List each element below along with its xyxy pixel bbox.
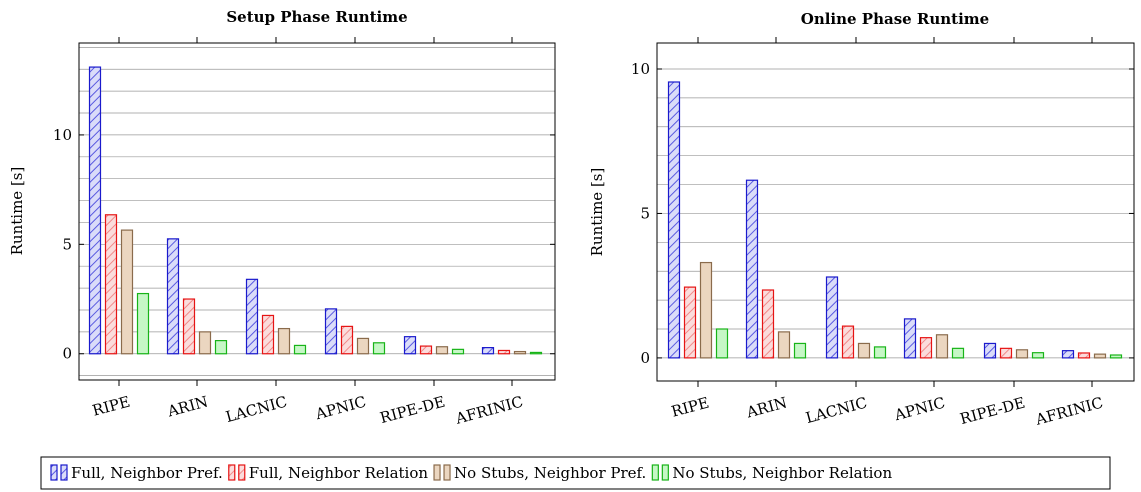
bar-no-stubs-neighbor-pref-ripe-de xyxy=(435,346,449,355)
bar-no-stubs-neighbor-relation-apnic xyxy=(951,347,965,359)
plot-frame-online xyxy=(656,42,1135,382)
y-tick-label: 10 xyxy=(631,60,650,78)
bar-no-stubs-neighbor-pref-arin xyxy=(198,331,212,355)
bar-no-stubs-neighbor-pref-arin xyxy=(777,331,791,359)
y-tick-label: 10 xyxy=(53,126,72,144)
grid-lines-setup xyxy=(79,47,555,376)
bar-full-neighbor-relation-apnic xyxy=(919,337,933,359)
bar-full-neighbor-relation-arin xyxy=(182,298,196,355)
bar-no-stubs-neighbor-relation-arin xyxy=(214,340,228,355)
y-axis-label-online: Runtime [s] xyxy=(588,168,606,257)
bar-no-stubs-neighbor-relation-ripe-de xyxy=(1031,352,1045,359)
bar-full-neighbor-pref-ripe xyxy=(88,66,102,355)
category-label-afrinic: AFRINIC xyxy=(453,392,525,428)
category-label-ripe: RIPE xyxy=(90,392,132,419)
setup-phase-chart: Setup Phase Runtime 0 5 10 RIPE ARIN LACNIC A… xyxy=(8,8,556,428)
bar-no-stubs-neighbor-pref-ripe xyxy=(120,229,134,355)
category-label-arin: ARIN xyxy=(744,393,789,421)
y-tick-label: 5 xyxy=(640,204,650,222)
legend-label-no-stubs-neighbor-relation: No Stubs, Neighbor Relation xyxy=(672,464,892,482)
bar-full-neighbor-relation-ripe-de xyxy=(999,347,1013,359)
bar-full-neighbor-pref-apnic xyxy=(324,308,338,355)
bar-no-stubs-neighbor-relation-ripe xyxy=(136,292,150,355)
category-label-ripe-de: RIPE-DE xyxy=(958,393,1027,428)
bar-full-neighbor-relation-ripe-de xyxy=(419,345,433,355)
legend-swatch-full-neighbor-relation xyxy=(238,464,246,481)
bar-no-stubs-neighbor-relation-lacnic xyxy=(873,346,887,359)
bar-no-stubs-neighbor-pref-ripe xyxy=(699,261,713,359)
bar-no-stubs-neighbor-pref-ripe-de xyxy=(1015,349,1029,359)
bar-full-neighbor-pref-ripe xyxy=(667,81,681,359)
bar-full-neighbor-pref-arin xyxy=(745,179,759,359)
legend-label-no-stubs-neighbor-pref: No Stubs, Neighbor Pref. xyxy=(454,464,646,482)
bar-no-stubs-neighbor-relation-ripe xyxy=(715,328,729,359)
chart-title-setup: Setup Phase Runtime xyxy=(226,8,407,26)
category-label-lacnic: LACNIC xyxy=(804,393,869,427)
bar-no-stubs-neighbor-pref-afrinic xyxy=(1093,353,1107,359)
bar-full-neighbor-pref-apnic xyxy=(903,318,917,359)
legend-swatch-no-stubs-neighbor-relation xyxy=(651,464,659,481)
bar-full-neighbor-pref-lacnic xyxy=(245,278,259,355)
legend-swatch-no-stubs-neighbor-relation xyxy=(661,464,669,481)
category-label-apnic: APNIC xyxy=(313,392,368,423)
bar-full-neighbor-relation-lacnic xyxy=(841,325,855,359)
online-phase-chart: Online Phase Runtime 0 5 10 RIPE ARIN LACNIC… xyxy=(588,10,1135,429)
category-label-afrinic: AFRINIC xyxy=(1033,393,1105,429)
bar-full-neighbor-relation-ripe xyxy=(683,286,697,359)
bar-no-stubs-neighbor-relation-arin xyxy=(793,342,807,359)
category-label-ripe: RIPE xyxy=(669,393,711,420)
bar-full-neighbor-relation-afrinic xyxy=(1077,352,1091,359)
y-tick-label: 0 xyxy=(62,345,72,363)
bar-full-neighbor-pref-afrinic xyxy=(481,347,495,355)
bar-no-stubs-neighbor-relation-apnic xyxy=(372,342,386,355)
bar-full-neighbor-relation-afrinic xyxy=(497,349,511,355)
category-labels-setup: RIPE ARIN LACNIC APNIC RIPE-DE AFRINIC xyxy=(90,392,525,428)
category-label-lacnic: LACNIC xyxy=(224,392,289,426)
bars-setup xyxy=(88,66,543,355)
bar-full-neighbor-pref-ripe-de xyxy=(403,336,417,355)
legend: Full, Neighbor Pref. Full, Neighbor Relat… xyxy=(40,456,1111,490)
category-labels-online: RIPE ARIN LACNIC APNIC RIPE-DE AFRINIC xyxy=(669,393,1105,429)
category-label-ripe-de: RIPE-DE xyxy=(378,392,447,427)
bar-no-stubs-neighbor-pref-lacnic xyxy=(857,342,871,359)
category-label-arin: ARIN xyxy=(165,392,210,420)
chart-title-online: Online Phase Runtime xyxy=(801,10,989,28)
axis-ticks-online: 0 5 10 xyxy=(631,37,1134,387)
bar-full-neighbor-pref-lacnic xyxy=(825,276,839,359)
bar-full-neighbor-pref-afrinic xyxy=(1061,350,1075,359)
legend-label-full-neighbor-pref: Full, Neighbor Pref. xyxy=(71,464,223,482)
y-tick-label: 5 xyxy=(62,235,72,253)
bar-no-stubs-neighbor-pref-lacnic xyxy=(277,327,291,355)
grid-lines-online xyxy=(657,68,1134,359)
bar-no-stubs-neighbor-relation-afrinic xyxy=(1109,354,1123,359)
bar-full-neighbor-pref-ripe-de xyxy=(983,342,997,359)
bar-no-stubs-neighbor-relation-lacnic xyxy=(293,344,307,355)
y-tick-label: 0 xyxy=(640,349,650,367)
bar-full-neighbor-relation-apnic xyxy=(340,325,354,355)
legend-swatch-no-stubs-neighbor-pref xyxy=(443,464,451,481)
bar-no-stubs-neighbor-relation-afrinic xyxy=(529,351,543,355)
bar-full-neighbor-relation-ripe xyxy=(104,214,118,355)
plot-frame-setup xyxy=(78,42,556,381)
bar-no-stubs-neighbor-pref-apnic xyxy=(356,337,370,355)
y-axis-label-setup: Runtime [s] xyxy=(8,167,26,256)
legend-label-full-neighbor-relation: Full, Neighbor Relation xyxy=(249,464,429,482)
bar-full-neighbor-pref-arin xyxy=(166,238,180,355)
bar-full-neighbor-relation-lacnic xyxy=(261,314,275,355)
bar-no-stubs-neighbor-pref-afrinic xyxy=(513,350,527,355)
legend-swatch-full-neighbor-relation xyxy=(228,464,236,481)
bar-no-stubs-neighbor-relation-ripe-de xyxy=(451,348,465,355)
category-label-apnic: APNIC xyxy=(892,393,947,424)
legend-box xyxy=(40,456,1111,490)
legend-swatch-full-neighbor-pref xyxy=(50,464,58,481)
axis-ticks-setup: 0 5 10 xyxy=(53,37,555,386)
bar-full-neighbor-relation-arin xyxy=(761,289,775,359)
legend-swatch-full-neighbor-pref xyxy=(60,464,68,481)
bar-no-stubs-neighbor-pref-apnic xyxy=(935,334,949,359)
legend-swatch-no-stubs-neighbor-pref xyxy=(433,464,441,481)
bars-online xyxy=(667,81,1123,359)
